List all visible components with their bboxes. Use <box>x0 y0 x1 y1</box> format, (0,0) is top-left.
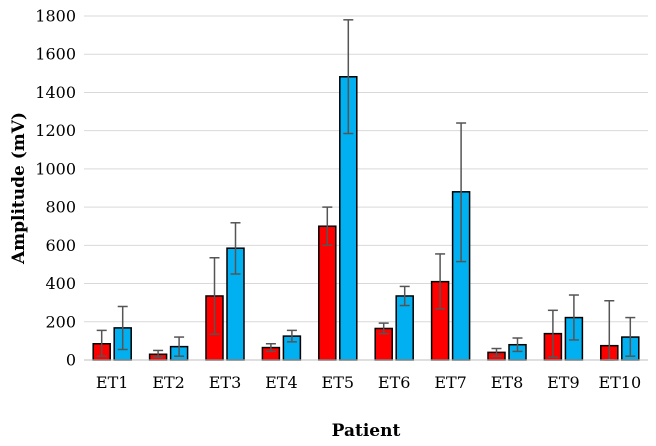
error-bar-et8-series-2 <box>512 337 523 353</box>
x-axis-title: Patient <box>332 421 401 441</box>
error-bar-et4-series-1 <box>265 343 276 353</box>
x-tick-label: ET1 <box>96 373 129 392</box>
y-tick-label: 400 <box>45 274 76 293</box>
x-tick-label: ET10 <box>598 373 641 392</box>
y-tick-label: 1000 <box>35 159 76 178</box>
error-bar-et10-series-2 <box>625 316 636 357</box>
error-bar-et2-series-2 <box>174 336 185 357</box>
error-bar-et3-series-2 <box>230 222 241 275</box>
x-tick-label: ET7 <box>434 373 467 392</box>
y-tick-label: 1800 <box>35 7 76 26</box>
x-tick-label: ET8 <box>491 373 524 392</box>
gridlines <box>84 15 648 323</box>
y-axis-title: Amplitude (mV) <box>9 112 29 265</box>
error-bar-et7-series-1 <box>435 253 446 310</box>
error-bar-et5-series-1 <box>322 206 333 247</box>
error-bar-et3-series-1 <box>209 257 220 335</box>
x-tick-label: ET3 <box>209 373 242 392</box>
error-bar-et9-series-2 <box>568 294 579 341</box>
error-bar-et1-series-1 <box>96 329 107 357</box>
bar-et5-series-1 <box>318 225 337 361</box>
y-tick-label: 1200 <box>35 121 76 140</box>
bars <box>92 76 640 361</box>
y-tick-label: 1600 <box>35 45 76 64</box>
x-tick-label: ET5 <box>322 373 355 392</box>
y-tick-label: 200 <box>45 312 76 331</box>
error-bar-et4-series-2 <box>286 329 297 343</box>
y-tick-label: 800 <box>45 198 76 217</box>
error-bar-et6-series-1 <box>378 322 389 335</box>
error-bar-et9-series-1 <box>547 309 558 358</box>
error-bar-et8-series-1 <box>491 347 502 357</box>
y-axis-tick-labels: 0 200 400 600 800 1000 1200 1400 1600 1800 <box>35 7 76 370</box>
error-bar-et1-series-2 <box>117 305 128 351</box>
y-tick-label: 0 <box>66 351 76 370</box>
x-tick-label: ET9 <box>547 373 580 392</box>
error-bar-et5-series-2 <box>343 19 354 135</box>
y-tick-label: 600 <box>45 236 76 255</box>
x-axis-tick-labels: ET1 ET2 ET3 ET4 ET5 ET6 ET7 ET8 ET9 ET10 <box>96 373 641 392</box>
x-tick-label: ET2 <box>152 373 185 392</box>
y-tick-label: 1400 <box>35 83 76 102</box>
error-bar-et6-series-2 <box>399 285 410 307</box>
error-bar-et2-series-1 <box>153 349 164 358</box>
error-bars <box>96 19 636 361</box>
error-bar-et7-series-2 <box>456 122 467 263</box>
x-tick-label: ET6 <box>378 373 411 392</box>
x-tick-label: ET4 <box>265 373 298 392</box>
